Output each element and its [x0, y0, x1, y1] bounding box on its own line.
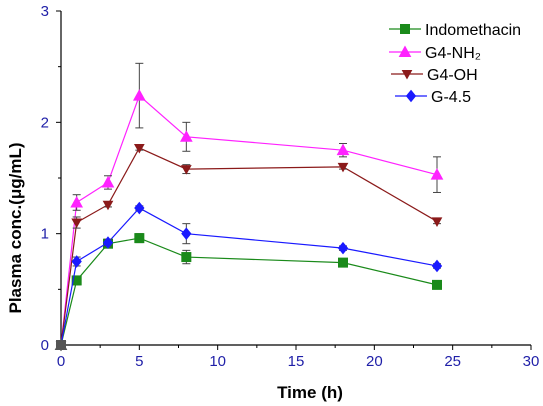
y-axis-title: Plasma conc.(μg/mL): [6, 143, 25, 314]
y-tick-label: 0: [41, 337, 49, 354]
series-line-g4-oh: [60, 147, 438, 346]
y-tick-label: 2: [41, 114, 49, 131]
series-g4-nh2: [54, 62, 444, 350]
data-point-g-4-5: [181, 227, 192, 240]
x-axis-title: Time (h): [277, 383, 343, 402]
data-point-indomethacin: [432, 279, 442, 290]
legend-label-g4-nh2: G4-NH₂: [425, 45, 481, 62]
series-line-g4-nh2: [60, 94, 438, 346]
legend-label-g4-oh: G4-OH: [427, 67, 478, 84]
series-indomethacin: [56, 233, 442, 350]
x-tick-label: 0: [57, 353, 65, 370]
legend-label-g-4-5: G-4.5: [431, 89, 471, 106]
legend-marker-g4-nh2: [398, 45, 412, 57]
series-g-4-5: [55, 201, 443, 352]
data-point-g4-oh: [431, 217, 443, 227]
x-tick-label: 25: [444, 353, 461, 370]
data-point-g4-nh2: [132, 89, 146, 101]
legend: Indomethacin G4-NH₂ G4-OH G-4.5: [389, 22, 521, 106]
data-point-g4-nh2: [179, 130, 193, 142]
legend-marker-indomethacin: [400, 24, 410, 34]
data-point-g-4-5: [134, 201, 145, 215]
data-point-g4-oh: [102, 200, 114, 211]
y-tick-label: 1: [41, 226, 49, 243]
data-point-g-4-5: [102, 236, 114, 249]
data-point-g4-nh2: [430, 168, 444, 180]
x-tick-label: 5: [135, 353, 143, 370]
series-line-indomethacin: [60, 237, 438, 346]
series-line-g-4-5: [60, 207, 438, 346]
data-point-indomethacin: [181, 252, 192, 263]
data-point-indomethacin: [71, 275, 82, 286]
data-point-g-4-5: [71, 255, 82, 268]
data-point-g-4-5: [337, 241, 349, 255]
x-tick-label: 20: [366, 353, 383, 370]
data-point-g4-nh2: [70, 195, 84, 208]
y-tick-label: 3: [41, 3, 49, 20]
x-tick-label: 30: [523, 353, 540, 370]
data-point-g4-oh: [71, 218, 83, 229]
data-point-g4-nh2: [336, 143, 350, 156]
x-tick-label: 10: [209, 353, 226, 370]
data-point-g4-oh: [337, 162, 349, 173]
data-point-g4-nh2: [101, 175, 115, 188]
legend-marker-g4-oh: [401, 70, 413, 80]
legend-marker-g-4-5: [405, 89, 417, 103]
series-g4-oh: [55, 143, 443, 351]
legend-label-indomethacin: Indomethacin: [425, 22, 521, 39]
data-point-indomethacin: [134, 233, 145, 244]
data-point-g-4-5: [55, 338, 67, 352]
data-point-indomethacin: [338, 257, 348, 268]
y-axis-ticks: 0 1 2 3: [41, 3, 61, 354]
data-point-g-4-5: [431, 259, 443, 273]
series-layer: [54, 62, 444, 352]
data-point-g4-oh: [133, 143, 145, 154]
x-tick-label: 15: [288, 353, 305, 370]
data-point-g4-oh: [180, 165, 192, 175]
x-axis-ticks: 0 5 10 15 20 25 30: [57, 345, 540, 370]
